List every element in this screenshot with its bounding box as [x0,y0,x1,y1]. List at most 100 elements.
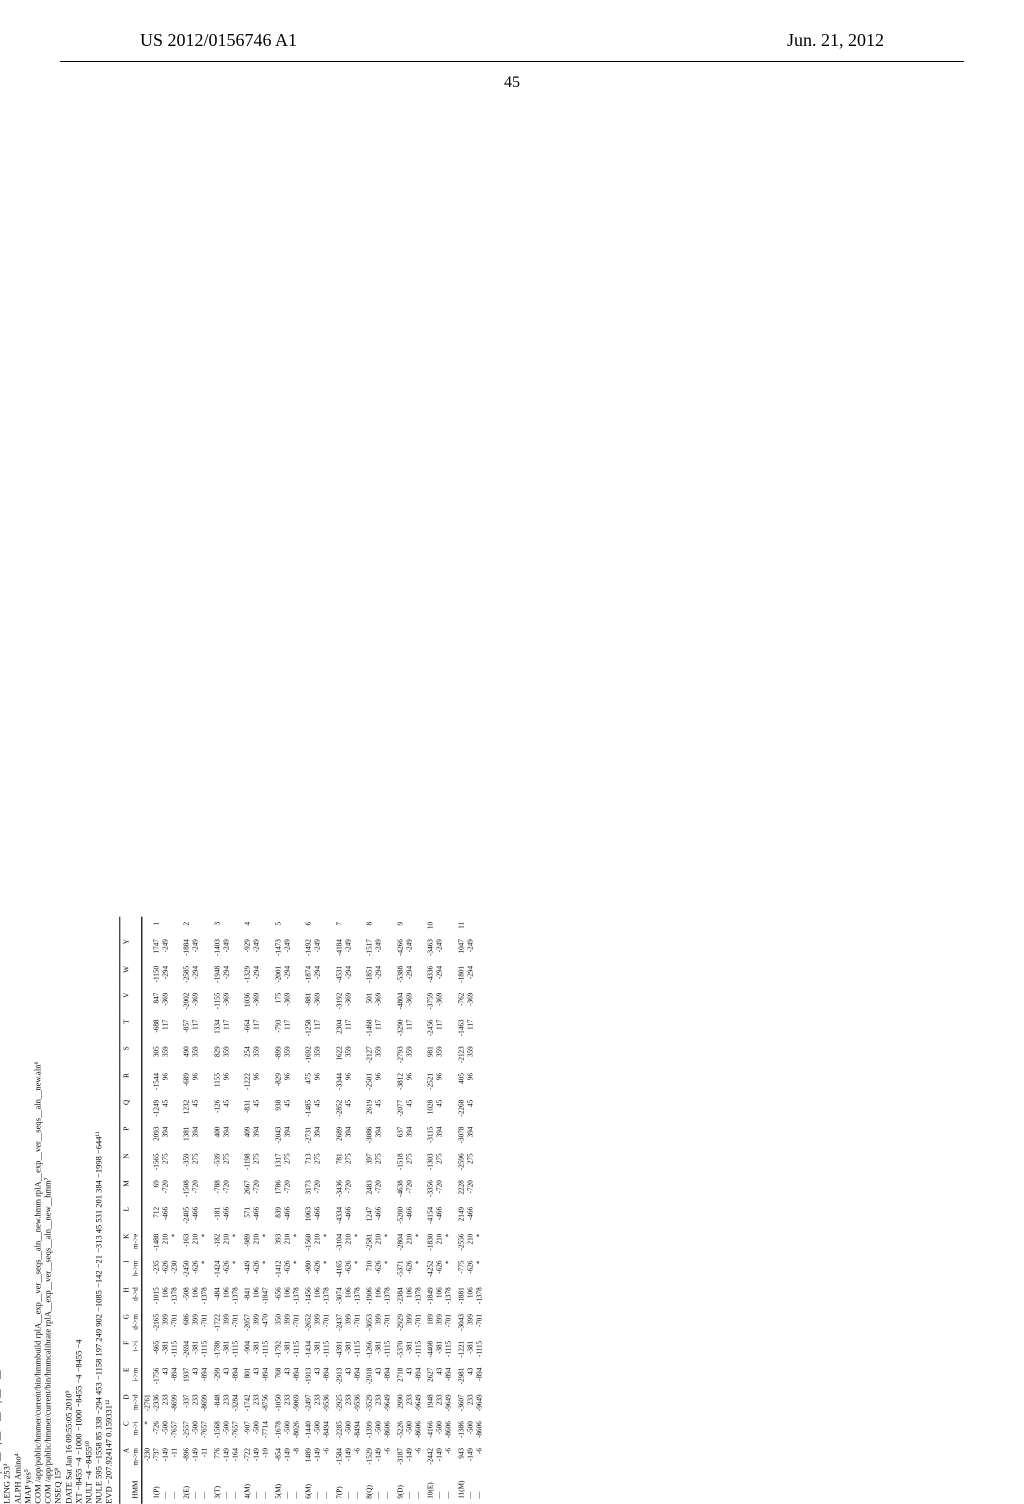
info-line: MAP yes⁵ [22,414,32,1504]
data-cell: -466 [405,1202,414,1229]
data-cell: -1488 [152,1229,161,1256]
data-cell: -1508 [179,1175,192,1202]
data-cell: -4184 [331,934,344,961]
data-cell [292,1041,301,1068]
data-cell: -894 [414,1363,423,1390]
table-row: —-6-8494-9536-894-1115-701-1378** [353,917,362,1504]
data-cell [170,1014,179,1041]
data-cell: 359 [161,1041,170,1068]
row-label: — [261,1471,270,1504]
data-cell: -3607 [453,1389,466,1416]
data-cell [261,1014,270,1041]
data-cell [222,917,231,934]
data-cell: 1036 [240,988,253,1015]
data-cell: -249 [222,934,231,961]
table-row: 9(D)-3187-522629902718-5370-2929-2384-53… [392,917,405,1504]
data-cell: 45 [191,1095,200,1122]
data-cell [435,917,444,934]
data-cell [200,934,209,961]
data-cell: 275 [344,1148,353,1175]
data-cell: -470 [261,1309,270,1336]
data-cell: -4336 [423,961,436,988]
data-cell [170,1068,179,1095]
data-cell [292,1068,301,1095]
column-subheader: d->d [131,1282,142,1309]
data-cell: * [292,1229,301,1256]
data-cell: -500 [252,1416,261,1443]
page-header: US 2012/0156746 A1 Jun. 21, 2012 [60,0,964,62]
data-cell: -2918 [362,1363,375,1390]
data-cell: -894 [200,1363,209,1390]
data-cell: 210 [222,1229,231,1256]
data-cell: -688 [152,1014,161,1041]
data-cell: -149 [222,1443,231,1471]
data-cell: 45 [405,1095,414,1122]
data-cell: -737 [152,1443,161,1471]
data-cell: -1913 [301,1363,314,1390]
data-cell: 96 [191,1068,200,1095]
column-header: S [120,1041,131,1068]
data-cell: -3812 [392,1068,405,1095]
column-subheader: i->i [131,1336,142,1363]
data-cell [414,1014,423,1041]
table-row: —-149-50023343-381399106-626210-466-7202… [161,917,170,1504]
table-row: —-164-7657-3284-894-1115-701-1378** [231,917,240,1504]
data-cell: -2001 [270,961,283,988]
data-cell: -294 [466,961,475,988]
data-cell: -381 [191,1336,200,1363]
row-label: 9(D) [392,1471,405,1504]
data-cell: -2793 [392,1041,405,1068]
data-cell: -1424 [209,1256,222,1283]
row-label: — [322,1471,331,1504]
row-label: 8(Q) [362,1471,375,1504]
data-cell: -1198 [240,1148,253,1175]
data-cell [444,1122,453,1149]
data-cell: 275 [405,1148,414,1175]
data-cell: -2437 [331,1309,344,1336]
data-cell: -626 [191,1256,200,1283]
row-label: — [222,1471,231,1504]
column-header: I [120,1256,131,1283]
data-cell: 305 [152,1041,161,1068]
data-cell: -929 [240,934,253,961]
data-cell [444,934,453,961]
data-cell [322,988,331,1015]
data-cell [231,1095,240,1122]
data-cell [414,961,423,988]
data-cell: -294 [222,961,231,988]
data-cell: 1937 [179,1363,192,1390]
table-row: —-6-8606-9649-894-1115-701-1378** [444,917,453,1504]
data-cell: -2285 [331,1416,344,1443]
table-row: —-149-50023343-381399106-626210-466-7202… [405,917,414,1504]
data-cell: -1378 [292,1282,301,1309]
data-cell [231,1148,240,1175]
data-cell: -1266 [362,1336,375,1363]
data-cell: -1801 [453,961,466,988]
data-cell: -1115 [200,1336,209,1363]
data-cell [414,917,423,934]
data-cell: -3043 [453,1309,466,1336]
data-cell: 400 [209,1122,222,1149]
data-cell [200,1122,209,1149]
data-cell: -4165 [331,1256,344,1283]
data-cell: 10 [423,917,436,934]
data-cell: -626 [435,1256,444,1283]
data-cell: -1115 [444,1336,453,1363]
data-cell: 106 [466,1282,475,1309]
data-cell [292,1014,301,1041]
column-header: W [120,961,131,988]
data-cell: -701 [475,1309,484,1336]
data-cell [466,917,475,934]
data-cell: -701 [200,1309,209,1336]
data-cell: -1115 [383,1336,392,1363]
table-row: —-11-7657-8699-894-1115-701-1378-230* [170,917,179,1504]
data-cell: 1334 [209,1014,222,1041]
data-cell: -1756 [152,1363,161,1390]
data-cell: * [475,1229,484,1256]
column-header: Q [120,1095,131,1122]
data-cell: -381 [313,1336,322,1363]
data-cell: -894 [475,1363,484,1390]
data-cell: -7657 [170,1416,179,1443]
data-cell: -294 [374,961,383,988]
data-cell [142,934,152,961]
